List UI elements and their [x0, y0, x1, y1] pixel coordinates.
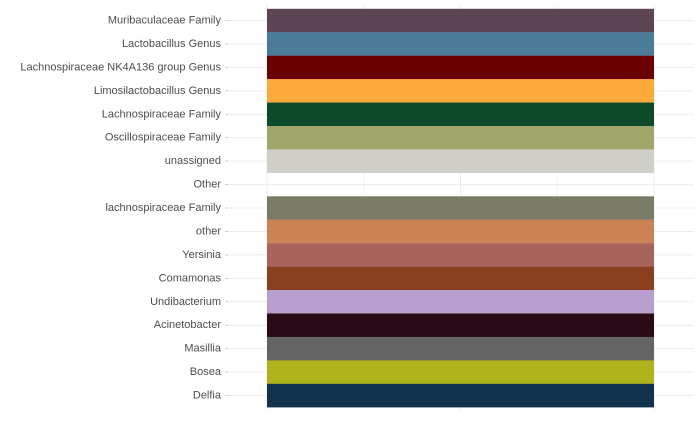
bar-lachnospiraceae-family [267, 102, 654, 127]
y-tick-label: Oscillospiraceae Family [105, 132, 222, 144]
bar-masillia [267, 336, 654, 361]
y-tick-label: Bosea [190, 366, 222, 378]
bar-yersinia [267, 243, 654, 267]
y-tick-label: Limosilactobacillus Genus [94, 85, 222, 97]
bar-oscillospiraceae-family [267, 125, 654, 150]
y-tick-label: Lactobacillus Genus [122, 38, 222, 50]
y-tick-label: Delfia [193, 390, 222, 402]
y-axis-labels: Muribaculaceae Family Lactobacillus Genus… [20, 15, 228, 402]
bar-muribaculaceae-family [267, 8, 654, 33]
y-tick-label: other [196, 225, 221, 237]
bar-unassigned [267, 149, 654, 174]
y-tick-label: Undibacterium [150, 296, 221, 308]
y-tick-label: unassigned [165, 155, 221, 167]
y-tick-label: lachnospiraceae Family [105, 202, 221, 214]
bar-comamonas [267, 266, 654, 291]
bar-limosilactobacillus-genus [267, 79, 654, 103]
bar-delfia [267, 383, 654, 408]
bar-undibacterium [267, 290, 654, 314]
bar-lachnospiraceae-family [267, 196, 654, 220]
bar-acinetobacter [267, 313, 654, 338]
bar-other [267, 219, 654, 244]
bar-lachnospiraceae-nk4a136-group-genus [267, 55, 654, 80]
y-tick-label: Yersinia [182, 249, 222, 261]
y-tick-label: Lachnospiraceae Family [102, 108, 222, 120]
bar-bosea [267, 360, 654, 384]
y-tick-label: Muribaculaceae Family [108, 15, 222, 27]
y-tick-label: Lachnospiraceae NK4A136 group Genus [20, 61, 221, 73]
y-tick-label: Acinetobacter [154, 319, 222, 331]
y-tick-label: Other [193, 179, 221, 191]
y-tick-label: Comamonas [159, 272, 222, 284]
bars [267, 8, 654, 408]
y-tick-label: Masillia [184, 343, 222, 355]
bar-lactobacillus-genus [267, 32, 654, 56]
